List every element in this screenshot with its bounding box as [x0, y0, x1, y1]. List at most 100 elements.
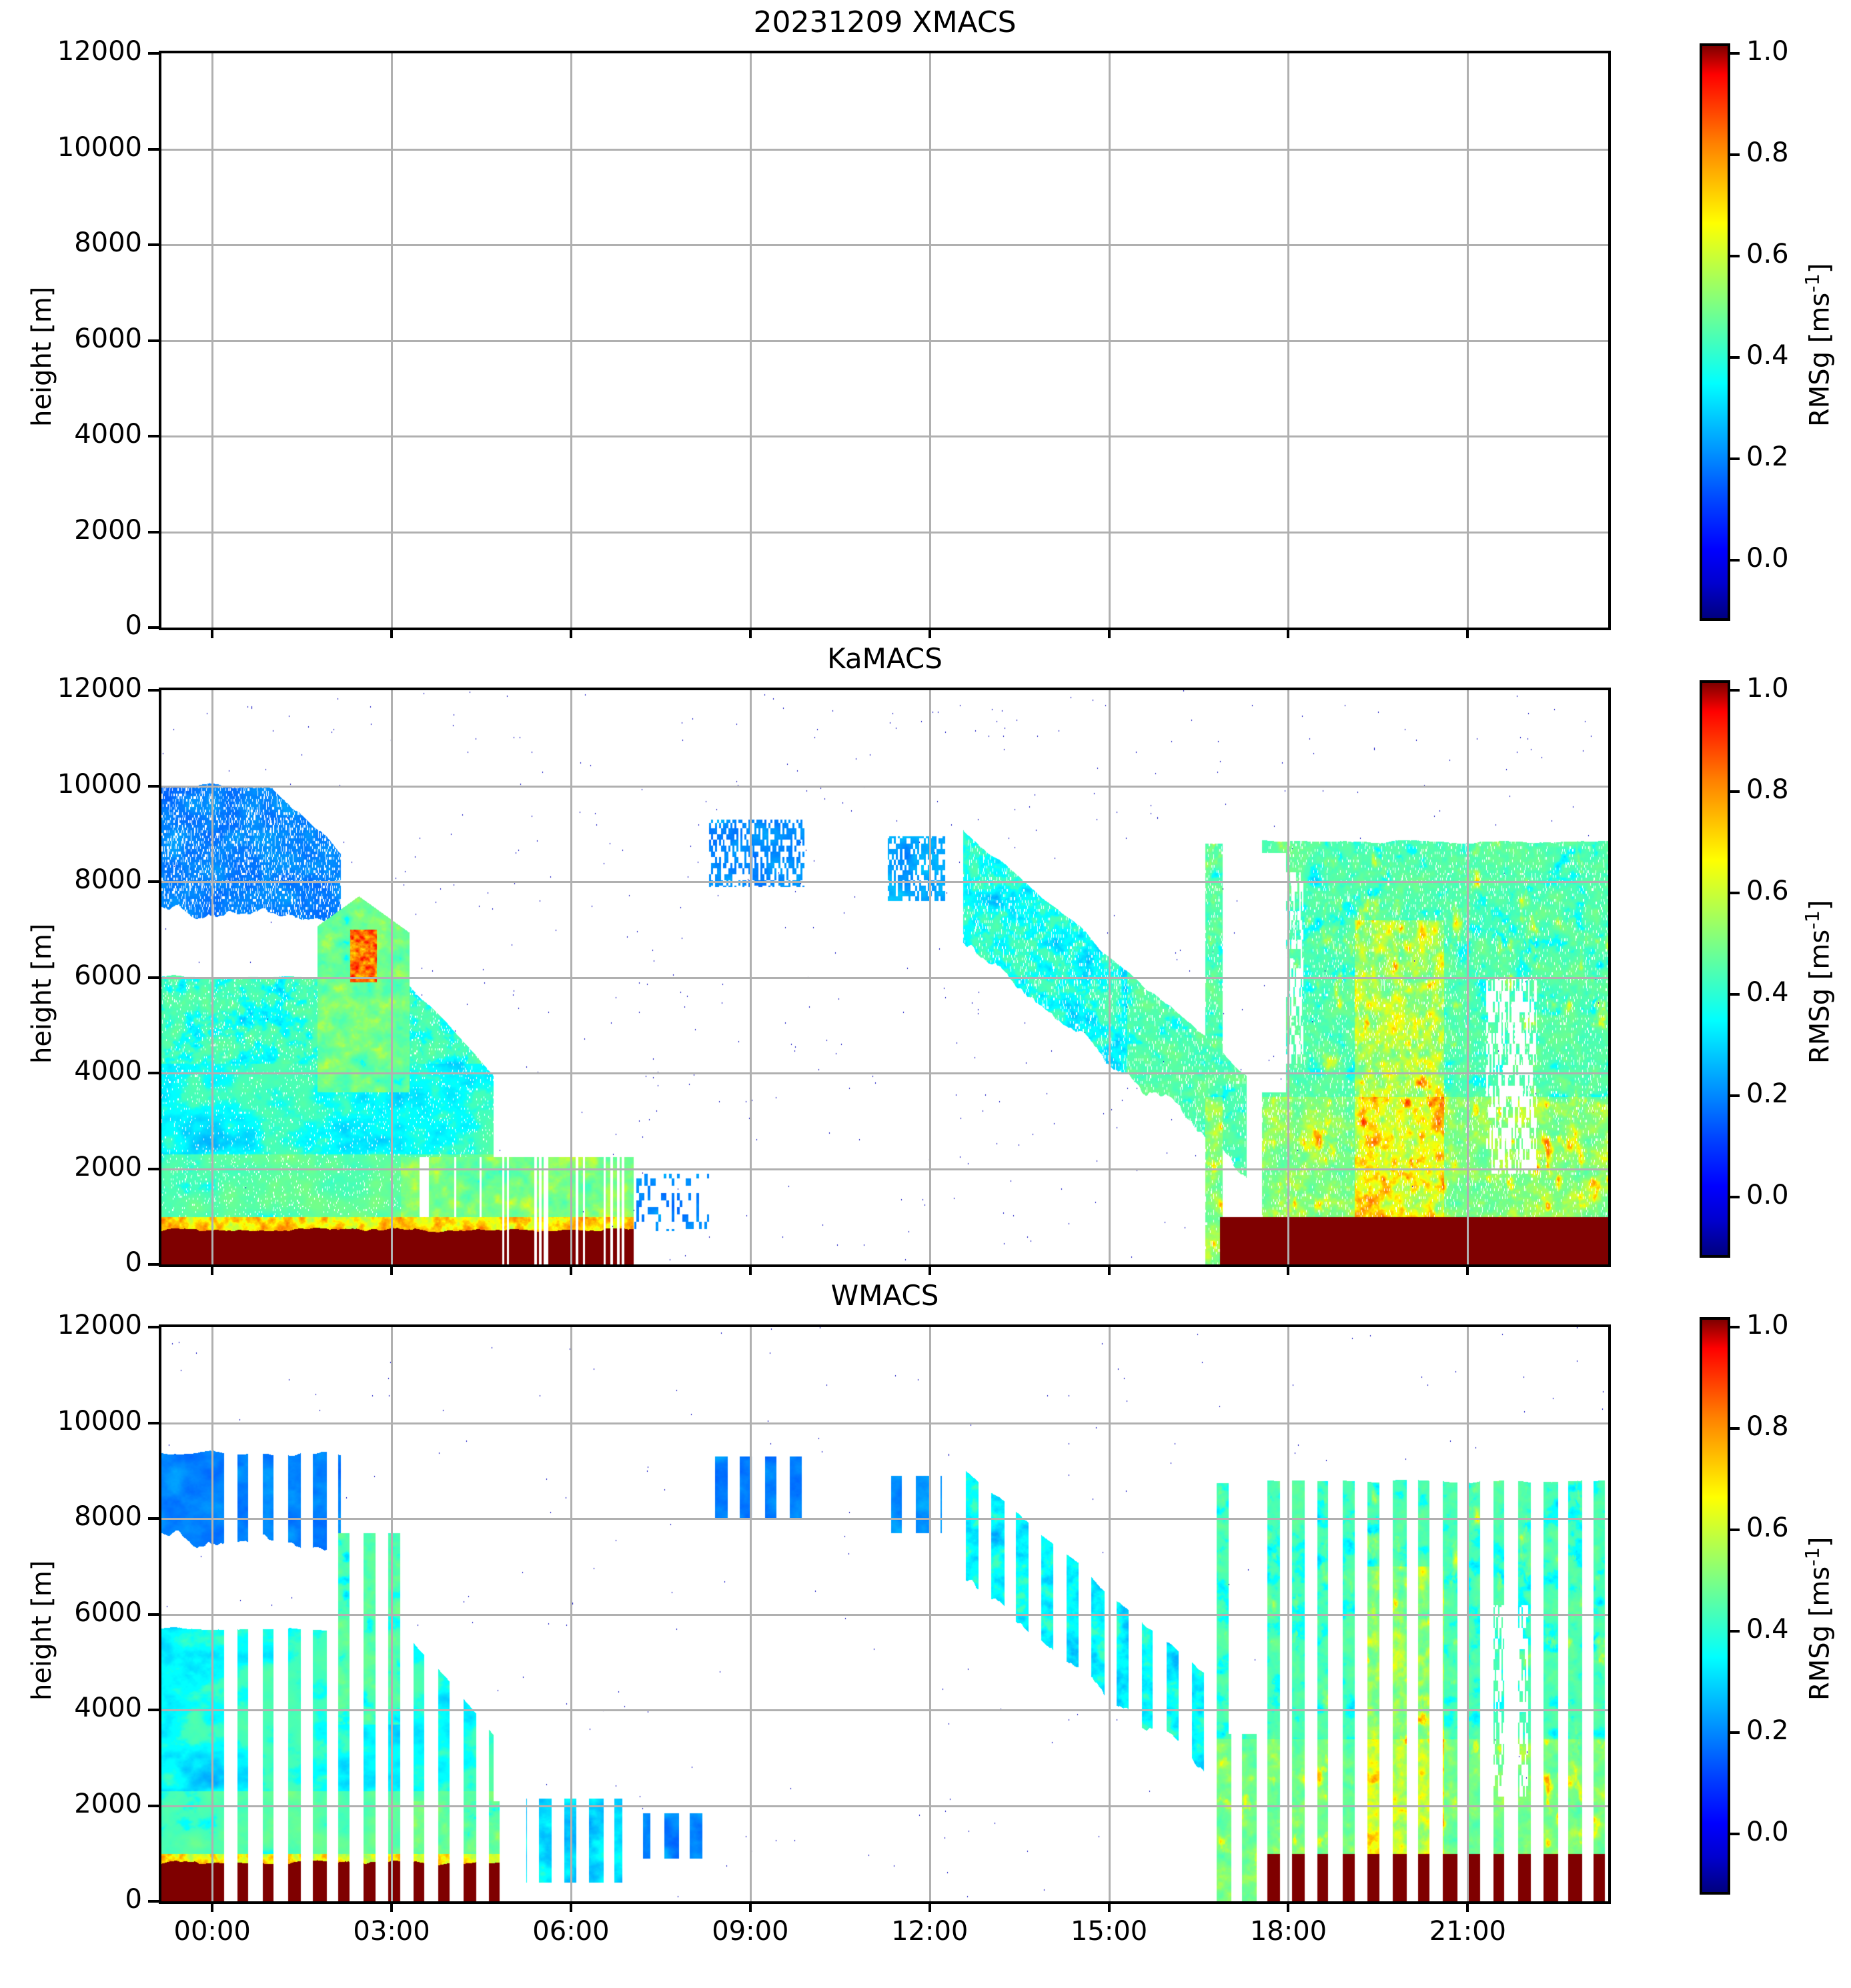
y-tick-mark	[148, 1326, 159, 1328]
y-tick-label: 10000	[57, 1405, 142, 1436]
colorbar-tick-mark	[1730, 52, 1740, 55]
colorbar-tick-label: 0.8	[1746, 1411, 1789, 1442]
x-tick-mark	[390, 1264, 394, 1275]
x-tick-label: 03:00	[353, 1916, 430, 1947]
colorbar-tick-mark	[1730, 892, 1740, 895]
y-tick-mark	[148, 530, 159, 534]
colorbar-tick-label: 0.4	[1746, 976, 1789, 1008]
colorbar-tick-mark	[1730, 457, 1740, 460]
y-tick-label: 6000	[74, 960, 142, 991]
x-tick-mark	[1287, 1901, 1290, 1912]
x-tick-label: 12:00	[891, 1916, 969, 1947]
x-tick-label: 15:00	[1070, 1916, 1148, 1947]
x-tick-mark	[569, 1264, 572, 1275]
x-tick-mark	[390, 1901, 394, 1912]
x-tick-label: 06:00	[532, 1916, 610, 1947]
y-tick-mark	[148, 1517, 159, 1520]
x-tick-mark	[1107, 1264, 1111, 1275]
colorbar-tick-mark	[1730, 1195, 1740, 1198]
colorbar-label-wmacs: RMSg [ms-1]	[1801, 1537, 1836, 1701]
colorbar-tick-label: 0.8	[1746, 137, 1789, 169]
colorbar-tick-label: 0.6	[1746, 876, 1789, 907]
colorbar-kamacs	[1700, 680, 1730, 1258]
x-tick-mark	[390, 628, 394, 638]
y-tick-mark	[148, 784, 159, 788]
colorbar-tick-label: 0.4	[1746, 1613, 1789, 1645]
y-tick-label: 8000	[74, 1501, 142, 1532]
plot-area-wmacs[interactable]	[159, 1324, 1611, 1904]
x-tick-mark	[211, 1901, 214, 1912]
colorbar-tick-label: 0.0	[1746, 1816, 1789, 1847]
x-tick-mark	[748, 628, 752, 638]
y-tick-label: 2000	[74, 1788, 142, 1819]
colorbar-tick-label: 0.2	[1746, 1715, 1789, 1746]
colorbar-tick-mark	[1730, 1629, 1740, 1633]
x-tick-mark	[928, 628, 931, 638]
y-tick-label: 12000	[57, 36, 142, 67]
x-tick-mark	[211, 1264, 214, 1275]
y-tick-mark	[148, 435, 159, 437]
colorbar-label-kamacs: RMSg [ms-1]	[1801, 900, 1836, 1064]
panel-title-wmacs: WMACS	[830, 1279, 939, 1312]
y-tick-label: 0	[125, 1884, 142, 1915]
y-tick-label: 8000	[74, 227, 142, 258]
y-tick-mark	[148, 880, 159, 883]
colorbar-tick-mark	[1730, 992, 1740, 996]
x-tick-mark	[1466, 1264, 1469, 1275]
plot-area-kamacs[interactable]	[159, 688, 1611, 1267]
y-tick-mark	[148, 1613, 159, 1616]
x-tick-mark	[748, 1901, 752, 1912]
y-tick-mark	[148, 626, 159, 629]
y-tick-label: 12000	[57, 673, 142, 704]
x-tick-mark	[1287, 628, 1290, 638]
colorbar-tick-label: 0.0	[1746, 542, 1789, 574]
y-tick-label: 4000	[74, 1693, 142, 1723]
y-tick-label: 0	[125, 1247, 142, 1278]
x-tick-mark	[1287, 1264, 1290, 1275]
x-tick-mark	[1466, 1901, 1469, 1912]
y-tick-mark	[148, 1709, 159, 1711]
x-tick-mark	[211, 628, 214, 638]
x-tick-mark	[1466, 628, 1469, 638]
colorbar-tick-label: 1.0	[1746, 36, 1789, 67]
colorbar-xmacs	[1700, 43, 1730, 621]
y-tick-label: 8000	[74, 864, 142, 895]
colorbar-tick-mark	[1730, 689, 1740, 692]
y-tick-mark	[148, 1263, 159, 1266]
x-tick-label: 21:00	[1429, 1916, 1506, 1947]
y-axis-label-wmacs: height [m]	[27, 1560, 57, 1701]
x-tick-label: 00:00	[173, 1916, 251, 1947]
colorbar-tick-mark	[1730, 153, 1740, 157]
y-tick-label: 2000	[74, 1151, 142, 1182]
y-axis-label-xmacs: height [m]	[27, 286, 57, 427]
heatmap-canvas-xmacs	[161, 53, 1608, 628]
y-tick-mark	[148, 1900, 159, 1903]
y-tick-label: 4000	[74, 1056, 142, 1086]
colorbar-tick-mark	[1730, 790, 1740, 794]
colorbar-tick-label: 1.0	[1746, 673, 1789, 704]
colorbar-tick-mark	[1730, 1326, 1740, 1329]
y-tick-mark	[148, 339, 159, 342]
colorbar-tick-label: 1.0	[1746, 1310, 1789, 1341]
y-tick-label: 0	[125, 610, 142, 641]
colorbar-tick-label: 0.6	[1746, 1513, 1789, 1544]
colorbar-tick-label: 0.4	[1746, 339, 1789, 371]
y-axis-label-kamacs: height [m]	[27, 923, 57, 1064]
y-tick-label: 4000	[74, 419, 142, 449]
y-tick-mark	[148, 976, 159, 979]
colorbar-tick-mark	[1730, 558, 1740, 562]
x-tick-mark	[928, 1901, 931, 1912]
colorbar-tick-mark	[1730, 1094, 1740, 1097]
x-tick-mark	[569, 1901, 572, 1912]
plot-area-xmacs[interactable]	[159, 51, 1611, 630]
y-tick-mark	[148, 52, 159, 55]
panel-title-kamacs: KaMACS	[827, 642, 943, 675]
colorbar-tick-mark	[1730, 355, 1740, 359]
y-tick-mark	[148, 1421, 159, 1424]
y-tick-label: 10000	[57, 131, 142, 163]
y-tick-mark	[148, 1167, 159, 1170]
colorbar-tick-label: 0.8	[1746, 774, 1789, 806]
y-tick-label: 6000	[74, 323, 142, 354]
x-tick-label: 09:00	[712, 1916, 789, 1947]
figure-suptitle: 20231209 XMACS	[753, 5, 1017, 39]
